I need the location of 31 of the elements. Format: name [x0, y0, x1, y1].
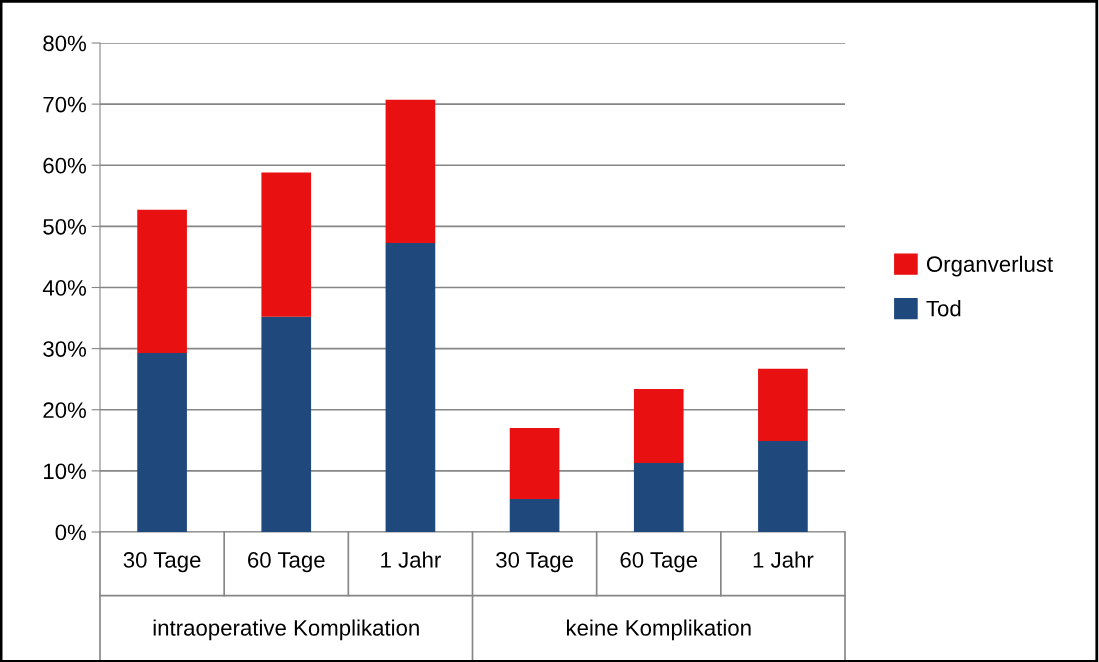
x-tick-label: 1 Jahr: [381, 551, 441, 568]
y-tick-label: 20%: [43, 402, 87, 419]
bar: [261, 316, 312, 532]
text: keine Komplikation: [566, 619, 751, 641]
legend-label: Organverlust: [926, 255, 1053, 277]
bar: [261, 172, 312, 317]
y-tick-label: 70%: [43, 96, 87, 113]
bar: [385, 242, 436, 532]
bar: [385, 99, 436, 243]
bar: [137, 209, 187, 353]
bar: [137, 352, 187, 532]
y-tick-label: 10%: [44, 463, 87, 480]
bar: [509, 498, 560, 532]
x-tick-label: 1 Jahr: [753, 551, 814, 568]
y-tick-label: 40%: [42, 280, 87, 296]
text: intraoperative Komplikation: [153, 619, 419, 641]
bar: [758, 440, 808, 532]
bar: [633, 462, 684, 532]
x-tick-label: 60 Tage: [620, 552, 698, 573]
bar: [509, 428, 560, 499]
x-tick-label: 30 Tage: [123, 552, 201, 573]
y-tick-label: 0%: [55, 524, 87, 541]
bar: [633, 388, 684, 463]
legend-label: Tod: [926, 300, 961, 317]
y-tick-label: 30%: [43, 341, 87, 357]
y-tick-label: 80%: [43, 35, 87, 52]
y-tick-label: 50%: [43, 218, 87, 235]
x-tick-label: 60 Tage: [248, 552, 325, 573]
bar: [758, 368, 808, 441]
x-tick-label: 30 Tage: [496, 552, 573, 573]
y-tick-label: 60%: [43, 157, 87, 174]
